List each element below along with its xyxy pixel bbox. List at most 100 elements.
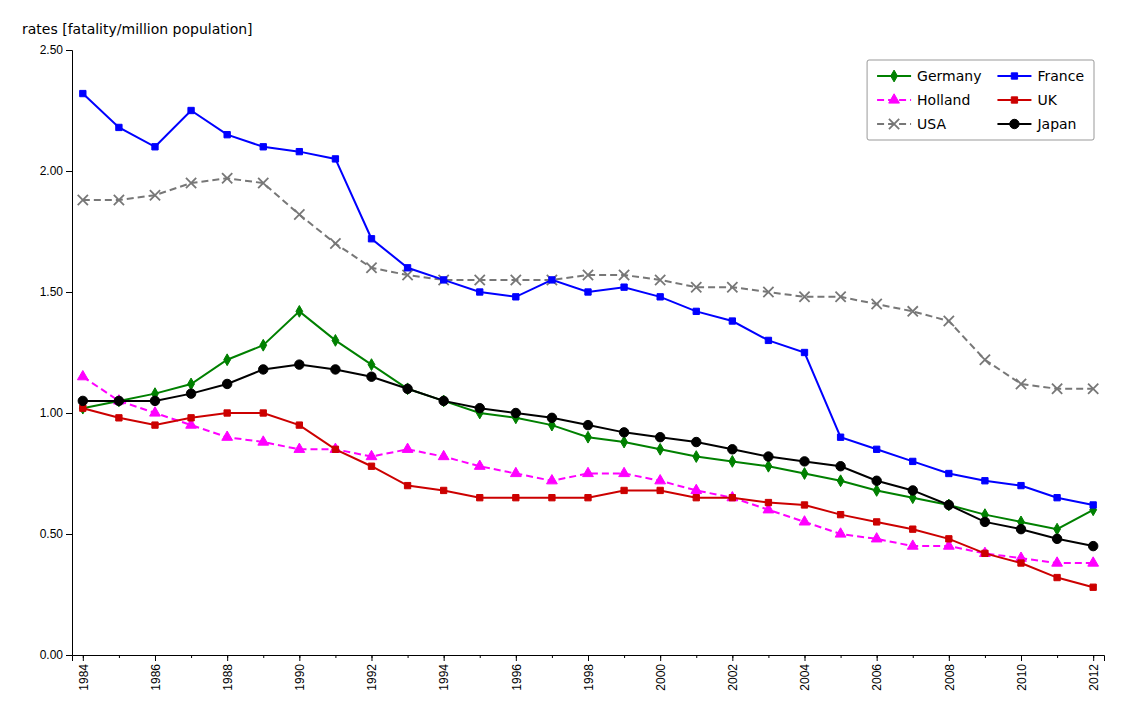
x-tick-label: 2004 — [798, 664, 812, 691]
series-marker — [186, 178, 196, 188]
series-marker — [259, 365, 268, 374]
series-marker — [765, 499, 771, 505]
series-marker — [944, 500, 953, 509]
series-marker — [188, 415, 194, 421]
series-marker — [910, 526, 916, 532]
x-tick-label: 1984 — [77, 664, 91, 691]
series-marker — [330, 238, 340, 248]
series-marker — [946, 536, 952, 542]
series-marker — [368, 359, 375, 371]
series-marker — [621, 436, 628, 448]
legend-column: FranceUKJapan — [997, 68, 1084, 132]
series-marker — [799, 516, 810, 525]
x-tick-label: 1994 — [437, 664, 451, 691]
legend-marker — [1011, 73, 1017, 79]
series-marker — [260, 144, 266, 150]
x-tick: 1998 — [582, 655, 596, 691]
series-marker — [258, 178, 268, 188]
series-marker — [655, 475, 666, 484]
x-tick: 2002 — [726, 655, 740, 691]
series-marker — [150, 190, 160, 200]
legend-item: UK — [997, 92, 1057, 108]
series-marker — [946, 470, 952, 476]
series-marker — [152, 422, 158, 428]
series-marker — [910, 458, 916, 464]
x-tick-label: 1998 — [582, 664, 596, 691]
series-marker — [368, 463, 374, 469]
series-marker — [114, 396, 123, 405]
legend-marker — [889, 94, 900, 103]
series-marker — [114, 195, 124, 205]
series-marker — [294, 443, 305, 452]
series-marker — [657, 487, 663, 493]
series-marker — [188, 107, 194, 113]
marks — [77, 90, 1098, 590]
y-tick: 0.50 — [40, 527, 72, 541]
series-marker — [583, 420, 592, 429]
series-marker — [1016, 524, 1025, 533]
legend: GermanyHollandUSAFranceUKJapan — [867, 60, 1094, 140]
series-marker — [474, 460, 485, 469]
series-marker — [296, 422, 302, 428]
y-tick-label: 1.00 — [40, 406, 64, 420]
series-marker — [1090, 584, 1096, 590]
y-tick-mark — [66, 655, 72, 656]
series-marker — [77, 370, 88, 379]
y-tick-mark — [66, 171, 72, 172]
series-marker — [1054, 523, 1061, 535]
series-line — [83, 365, 1093, 546]
y-axis-line — [66, 51, 73, 656]
series-marker — [693, 308, 699, 314]
series-marker — [583, 467, 594, 476]
x-tick: 1992 — [365, 655, 379, 691]
x-tick-mark — [155, 655, 156, 661]
series-marker — [513, 495, 519, 501]
series-marker — [260, 339, 267, 351]
legend-item: France — [997, 68, 1084, 84]
x-tick-label: 1996 — [510, 664, 524, 691]
x-tick-label: 1992 — [365, 664, 379, 691]
y-tick-label: 2.50 — [40, 43, 64, 57]
series-marker — [1088, 557, 1099, 566]
series-marker — [801, 468, 808, 480]
x-tick: 1990 — [293, 655, 307, 691]
series-marker — [439, 275, 449, 285]
series-marker — [511, 408, 520, 417]
x-tick-label: 1988 — [221, 664, 235, 691]
series-marker — [727, 491, 738, 500]
y-tick-label: 0.00 — [40, 648, 64, 662]
series-marker — [439, 396, 448, 405]
series-marker — [367, 372, 376, 381]
series-marker — [1016, 379, 1026, 389]
series-marker — [835, 292, 845, 302]
series-marker — [188, 378, 195, 390]
legend-marker — [1011, 97, 1017, 103]
y-tick-label: 1.50 — [40, 285, 64, 299]
series-marker — [222, 173, 232, 183]
y-tick: 2.50 — [40, 43, 72, 57]
series-marker — [835, 528, 846, 537]
series-marker — [549, 495, 555, 501]
legend-label: Germany — [917, 68, 981, 84]
x-tick-label: 1986 — [149, 664, 163, 691]
legend-label: Holland — [917, 92, 970, 108]
series-marker — [150, 407, 161, 416]
series-marker — [801, 349, 807, 355]
legend-label: UK — [1037, 92, 1057, 108]
y-axis-title: rates [fatality/million population] — [22, 21, 253, 37]
series-marker — [332, 156, 338, 162]
series-marker — [477, 289, 483, 295]
x-tick: 1984 — [77, 655, 91, 691]
series-marker — [510, 467, 521, 476]
x-tick-mark — [1093, 655, 1094, 661]
series-marker — [332, 335, 339, 347]
series-marker — [295, 360, 304, 369]
series-marker — [1088, 384, 1098, 394]
series-marker — [260, 410, 266, 416]
series-marker — [657, 443, 664, 455]
y-tick-label: 2.00 — [40, 164, 64, 178]
series-marker — [402, 443, 413, 452]
series-marker — [691, 282, 701, 292]
series-line — [83, 311, 1093, 529]
y-tick-mark — [66, 292, 72, 293]
